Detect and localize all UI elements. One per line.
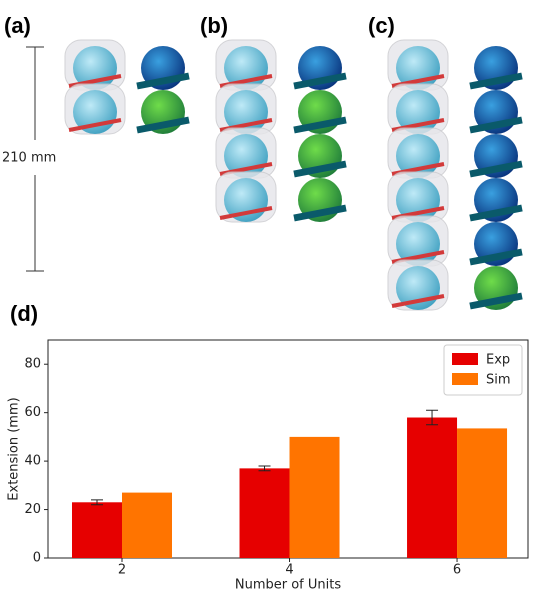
legend-label: Sim: [486, 373, 511, 388]
panel-label: (c): [368, 13, 395, 38]
legend-swatch: [452, 373, 478, 385]
x-tick-label: 2: [118, 563, 126, 578]
x-tick-label: 6: [453, 563, 461, 578]
bar: [290, 437, 340, 558]
panel-label: (b): [200, 13, 228, 38]
x-axis-label: Number of Units: [235, 578, 341, 591]
y-tick-label: 20: [24, 502, 41, 517]
y-tick-label: 60: [24, 405, 41, 420]
panel-label: (d): [10, 301, 38, 326]
photos: [65, 40, 522, 310]
bar: [240, 468, 290, 558]
legend-label: Exp: [486, 353, 510, 368]
y-tick-label: 40: [24, 454, 41, 469]
y-tick-label: 80: [24, 357, 41, 372]
bar: [457, 428, 507, 558]
y-axis-label: Extension (mm): [7, 397, 22, 500]
figure: (a) (b) (c) (d) 210 mm 0 20 40 60 80 Extensio…: [0, 0, 538, 591]
y-tick-label: 0: [33, 551, 41, 566]
bar: [407, 418, 457, 558]
legend-box: [444, 345, 522, 395]
bar: [72, 502, 122, 558]
legend-swatch: [452, 353, 478, 365]
panel-label: (a): [4, 13, 31, 38]
bar: [122, 493, 172, 558]
scale-label: 210 mm: [2, 151, 56, 166]
x-tick-label: 4: [285, 563, 293, 578]
